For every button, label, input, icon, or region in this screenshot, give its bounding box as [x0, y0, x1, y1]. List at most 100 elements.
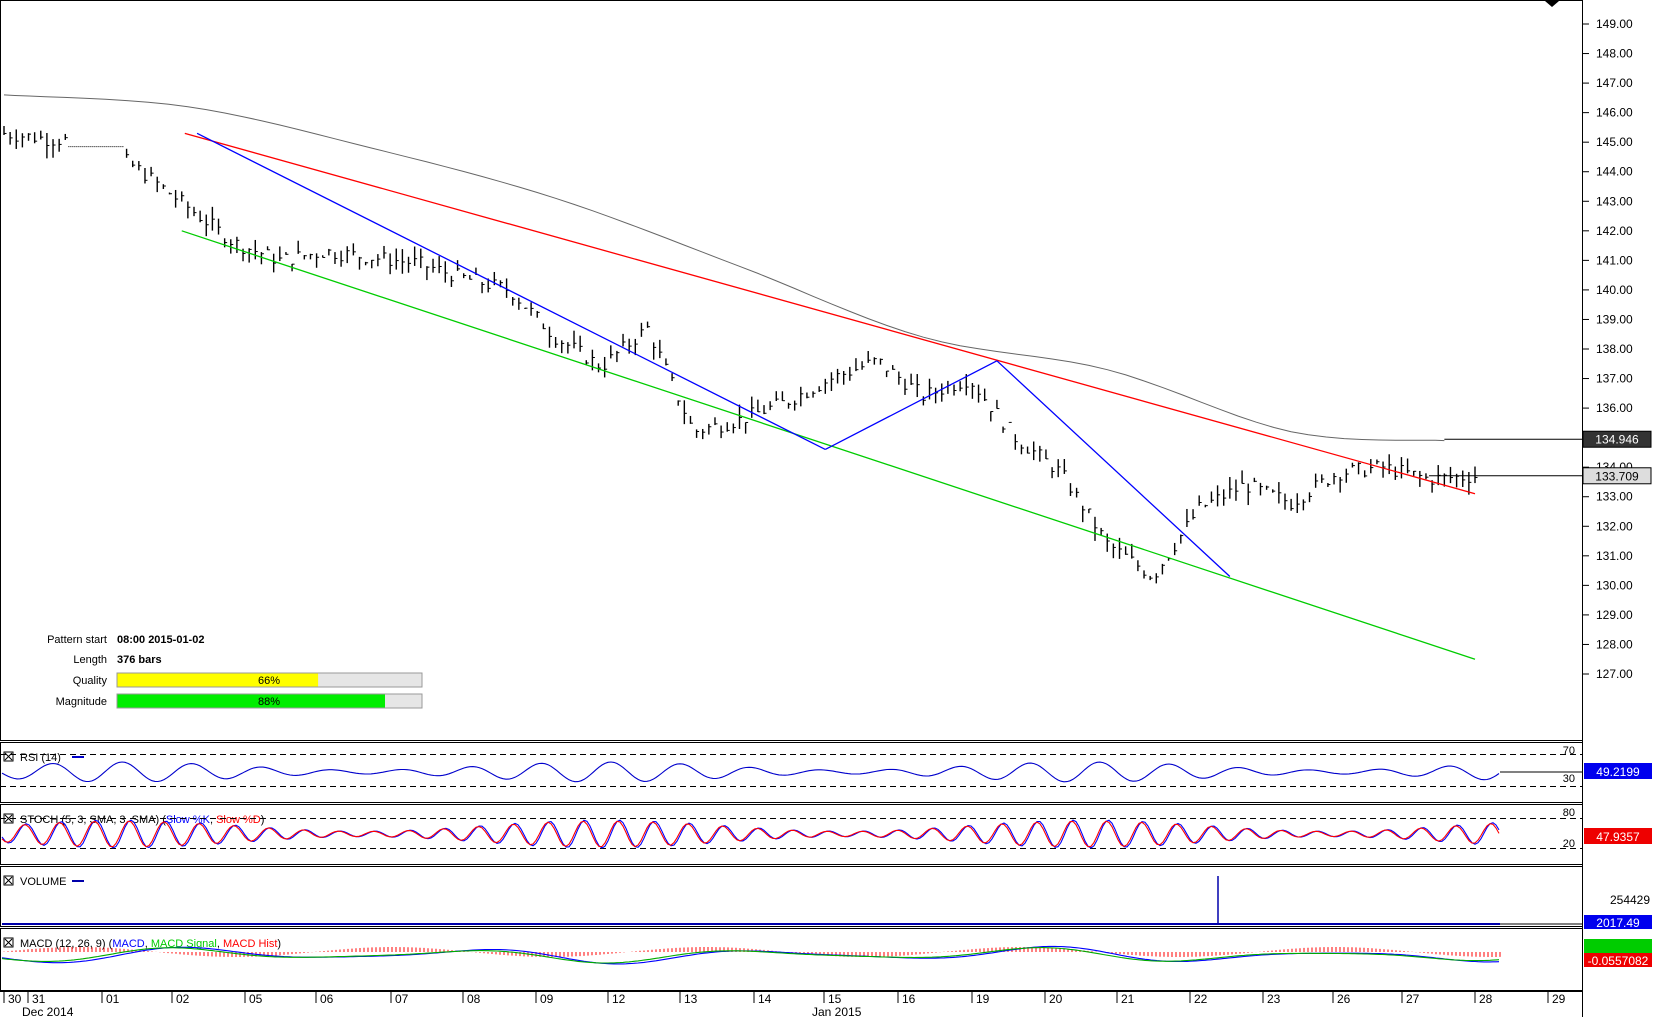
stoch-close-cross	[4, 814, 13, 823]
price-panel	[0, 0, 1583, 741]
date-axis: 30 31 01 02 05 06 07 08 09 12 13 14 15 16 19 20 21 22 23 26…	[3, 991, 1566, 1017]
pattern-start-label: Pattern start	[47, 634, 107, 646]
price-tick-label: 139.00	[1596, 312, 1633, 326]
price-tick-label: 129.00	[1596, 608, 1633, 622]
magnitude-bar-fill	[117, 694, 385, 708]
date-tick-label: 19	[976, 992, 990, 1006]
rsi-section: RSI (14) 70 30 49.2199	[0, 745, 1652, 787]
price-tick-label: 141.00	[1596, 253, 1633, 267]
rsi-current-value: 49.2199	[1596, 765, 1640, 779]
date-tick-label: 26	[1337, 992, 1351, 1006]
date-tick-label: 06	[320, 992, 334, 1006]
panel-frames	[0, 0, 1583, 1017]
menu-triangle-icon[interactable]	[1545, 1, 1559, 7]
date-tick-label: 02	[176, 992, 190, 1006]
price-tick-label: 145.00	[1596, 135, 1633, 149]
date-tick-label: 29	[1552, 992, 1566, 1006]
quality-value: 66%	[258, 675, 280, 687]
macd-title-prefix: MACD (12, 26, 9)	[20, 938, 106, 950]
pattern-line-resistance	[184, 132, 1476, 495]
price-tick-label: 132.00	[1596, 519, 1633, 533]
macd-signal-label: MACD Signal	[151, 938, 217, 950]
price-tick-label: 127.00	[1596, 667, 1633, 681]
magnitude-label: Magnitude	[56, 696, 107, 708]
macd-current-value: -0.0557082	[1588, 954, 1649, 968]
stoch-current-badge	[1584, 828, 1652, 844]
macd-label: MACD	[112, 938, 144, 950]
price-marker-badge	[1582, 430, 1652, 448]
stoch-section: STOCH (5, 3, SMA, 3, SMA) (Slow %K, Slow…	[0, 807, 1652, 850]
date-tick-label: 07	[395, 992, 409, 1006]
volume-axis-label: 254429	[1610, 893, 1650, 907]
price-tick-label: 149.00	[1596, 17, 1633, 31]
pattern-line-wave-3	[996, 360, 1231, 577]
pattern-info: Pattern start 08:00 2015-01-02 Length 37…	[47, 634, 423, 709]
moving-average-path	[3, 94, 1445, 442]
date-tick-label: 21	[1121, 992, 1135, 1006]
volume-panel	[0, 866, 1583, 927]
macd-hist-label: MACD Hist	[223, 938, 277, 950]
price-tick-label: 142.00	[1596, 224, 1633, 238]
rsi-line	[1, 761, 1582, 783]
price-tick-label: 138.00	[1596, 342, 1633, 356]
rsi-title: RSI (14)	[20, 752, 61, 764]
price-tick-label: 148.00	[1596, 47, 1633, 61]
price-marker-label: 134.946	[1595, 433, 1639, 447]
magnitude-value: 88%	[258, 696, 280, 708]
price-tick-label: 146.00	[1596, 106, 1633, 120]
price-bars	[3, 126, 1478, 584]
price-tick-label: 133.00	[1596, 490, 1633, 504]
rsi-level-30-label: 30	[1563, 773, 1575, 785]
volume-bars	[2, 876, 1582, 925]
date-tick-label: 13	[684, 992, 698, 1006]
volume-current-badge	[1584, 915, 1652, 929]
volume-current-value: 2017.49	[1596, 916, 1640, 930]
pattern-lines	[181, 132, 1476, 660]
date-month-label: Jan 2015	[812, 1005, 862, 1017]
stoch-level-80-label: 80	[1563, 807, 1575, 819]
date-tick-label: 20	[1049, 992, 1063, 1006]
price-markers: 134.946 133.709	[1429, 430, 1652, 485]
price-marker-badge	[1582, 467, 1652, 485]
price-tick-label: 147.00	[1596, 76, 1633, 90]
price-marker-label: 133.709	[1595, 469, 1639, 483]
price-tick-label: 136.00	[1596, 401, 1633, 415]
date-tick-label: 27	[1406, 992, 1420, 1006]
stoch-title: STOCH (5, 3, SMA, 3, SMA) (Slow %K, Slow…	[20, 814, 264, 826]
price-tick-label: 143.00	[1596, 194, 1633, 208]
price-tick-label: 144.00	[1596, 165, 1633, 179]
date-tick-label: 23	[1267, 992, 1281, 1006]
price-tick-label: 128.00	[1596, 637, 1633, 651]
date-tick-label: 30	[8, 992, 22, 1006]
macd-close-cross	[4, 938, 13, 947]
macd-lines	[1, 945, 1501, 965]
date-tick-label: 22	[1194, 992, 1208, 1006]
volume-section: VOLUME 254429 2017.49	[2, 875, 1652, 930]
price-tick-label: 140.00	[1596, 283, 1633, 297]
rsi-panel	[0, 742, 1583, 803]
date-month-label: Dec 2014	[22, 1005, 74, 1017]
date-tick-label: 09	[540, 992, 554, 1006]
volume-title: VOLUME	[20, 876, 66, 888]
date-tick-label: 08	[467, 992, 481, 1006]
date-tick-label: 16	[902, 992, 916, 1006]
pattern-start-value: 08:00 2015-01-02	[117, 634, 204, 646]
length-value: 376 bars	[117, 654, 162, 666]
macd-signal-path	[1, 947, 1500, 964]
pattern-line-wave-2	[825, 360, 998, 451]
date-tick-label: 12	[612, 992, 626, 1006]
rsi-current-badge	[1584, 763, 1652, 779]
macd-signal-badge	[1584, 939, 1652, 953]
date-tick-label: 05	[249, 992, 263, 1006]
stoch-d-label: Slow %D	[216, 814, 261, 826]
moving-average-line	[3, 94, 1582, 442]
length-label: Length	[73, 654, 107, 666]
macd-current-badge	[1584, 953, 1652, 967]
macd-section: MACD (12, 26, 9) (MACD, MACD Signal, MAC…	[1, 937, 1652, 968]
quality-label: Quality	[73, 675, 108, 687]
macd-title: MACD (12, 26, 9) (MACD, MACD Signal, MAC…	[20, 938, 281, 950]
date-tick-label: 31	[32, 992, 46, 1006]
price-tick-label: 131.00	[1596, 549, 1633, 563]
date-tick-label: 14	[758, 992, 772, 1006]
